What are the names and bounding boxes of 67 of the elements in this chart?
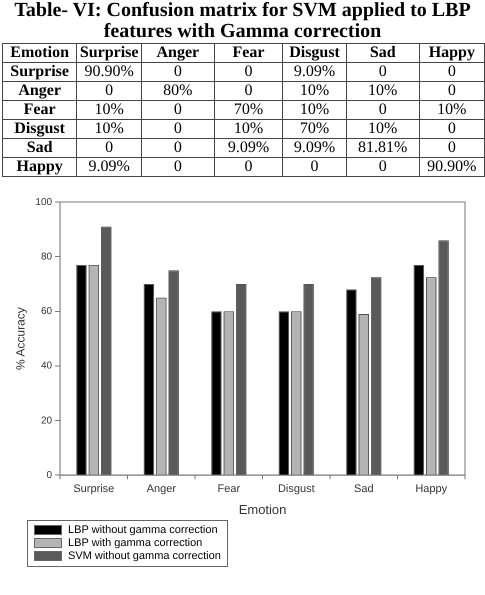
y-tick-label: 40 xyxy=(40,360,53,372)
text: 0 xyxy=(378,158,387,175)
text: 0 xyxy=(448,82,456,99)
category-label: Surprise xyxy=(76,44,142,62)
text: 10% xyxy=(94,120,124,137)
text: 81.81% xyxy=(358,139,408,156)
text: 0 xyxy=(105,139,114,156)
text: 90.90% xyxy=(84,63,134,80)
category-label: Disgust xyxy=(282,44,346,62)
text: 0 xyxy=(244,158,252,175)
category-label: Sad xyxy=(346,44,420,62)
y-tick-label: 20 xyxy=(40,415,53,426)
text: 9.09% xyxy=(294,63,336,80)
category-label: Fear xyxy=(214,44,283,62)
category-label: Anger xyxy=(142,44,214,62)
text: 0 xyxy=(174,158,182,175)
text: 10% xyxy=(300,82,330,99)
category-label: Sad xyxy=(26,139,53,156)
y-tick-label: 0 xyxy=(46,470,53,481)
text: Table- VI: Confusion matrix for SVM applied to LBP features with Gamma correction xyxy=(13,0,472,42)
x-tick-label: Anger xyxy=(146,482,176,495)
category-label: Disgust xyxy=(14,120,65,137)
text: 0 xyxy=(448,120,456,137)
text: 0 xyxy=(448,63,456,80)
legend-label: SVM without gamma correction xyxy=(68,550,221,562)
category-label: Anger xyxy=(18,82,61,99)
text: 10% xyxy=(368,82,398,99)
x-tick-label: Surprise xyxy=(73,482,114,495)
legend-label: LBP with gamma correction xyxy=(68,537,202,549)
text: 0 xyxy=(244,63,252,80)
text: Emotion xyxy=(2,44,77,62)
text: 0 xyxy=(378,101,387,118)
category-label: Surprise xyxy=(10,63,69,80)
text: 70% xyxy=(300,120,330,137)
x-axis-title: Emotion xyxy=(238,502,286,517)
text: 10% xyxy=(300,101,330,118)
legend-label: LBP without gamma correction xyxy=(68,524,218,536)
text: 80% xyxy=(163,82,192,99)
y-axis-title: % Accuracy xyxy=(14,307,28,370)
text: 0 xyxy=(244,82,252,99)
x-tick-label: Fear xyxy=(217,482,240,495)
category-label: Happy xyxy=(419,44,484,62)
y-tick-label: 60 xyxy=(40,306,53,318)
x-tick-label: Sad xyxy=(354,482,374,495)
text: 0 xyxy=(174,139,182,156)
text: 9.09% xyxy=(294,139,336,156)
text: 0 xyxy=(174,63,182,80)
text: 10% xyxy=(368,120,398,137)
text: 0 xyxy=(105,82,114,99)
category-label: Fear xyxy=(24,101,56,118)
y-tick-label: 80 xyxy=(40,251,53,262)
category-label: Happy xyxy=(16,158,63,175)
text: 10% xyxy=(94,101,124,118)
text: 0 xyxy=(448,139,456,156)
text: 0 xyxy=(378,63,387,80)
y-tick-label: 100 xyxy=(35,196,53,208)
text: 9.09% xyxy=(228,139,270,156)
text: 10% xyxy=(234,120,264,137)
x-tick-label: Happy xyxy=(415,482,448,495)
text: 10% xyxy=(437,101,466,118)
text: 9.09% xyxy=(88,158,130,175)
text: 0 xyxy=(310,158,319,175)
text: 0 xyxy=(174,101,182,118)
x-tick-label: Disgust xyxy=(278,482,315,495)
text: 70% xyxy=(234,101,264,118)
text: 90.90% xyxy=(427,158,476,175)
text: 0 xyxy=(174,120,182,137)
